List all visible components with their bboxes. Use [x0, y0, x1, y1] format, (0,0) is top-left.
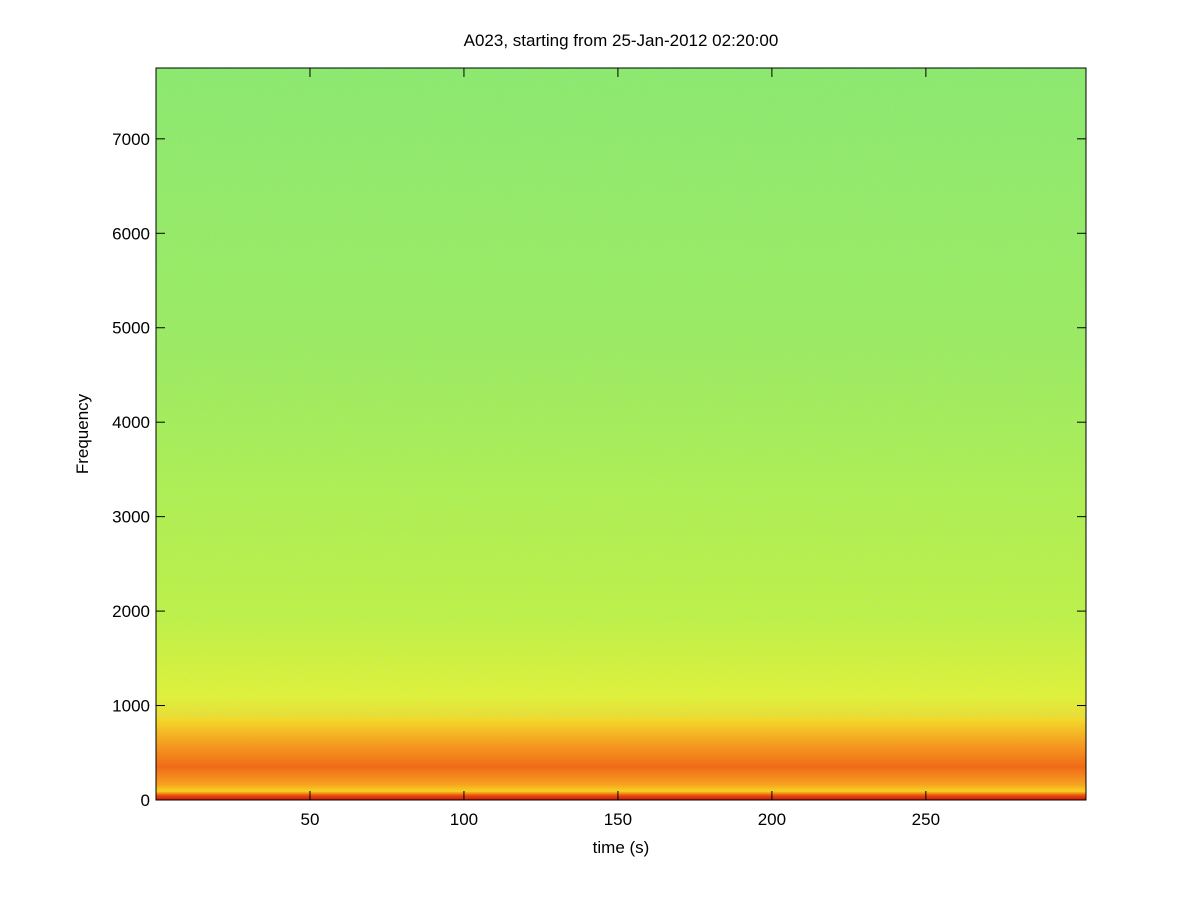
y-tick-label: 0 [141, 791, 150, 810]
x-tick-label: 250 [912, 810, 940, 829]
y-tick-label: 4000 [112, 413, 150, 432]
x-tick-label: 50 [301, 810, 320, 829]
x-tick-label: 100 [450, 810, 478, 829]
y-tick-label: 2000 [112, 602, 150, 621]
y-tick-label: 7000 [112, 130, 150, 149]
y-axis-label: Frequency [73, 393, 92, 474]
x-tick-label: 150 [604, 810, 632, 829]
y-tick-label: 6000 [112, 224, 150, 243]
x-tick-label: 200 [758, 810, 786, 829]
y-tick-label: 1000 [112, 697, 150, 716]
spectrogram-image [156, 68, 1086, 800]
y-tick-label: 3000 [112, 508, 150, 527]
y-tick-label: 5000 [112, 319, 150, 338]
plot-frame [155, 67, 1087, 801]
chart-title: A023, starting from 25-Jan-2012 02:20:00 [464, 31, 779, 50]
x-axis-label: time (s) [593, 838, 650, 857]
